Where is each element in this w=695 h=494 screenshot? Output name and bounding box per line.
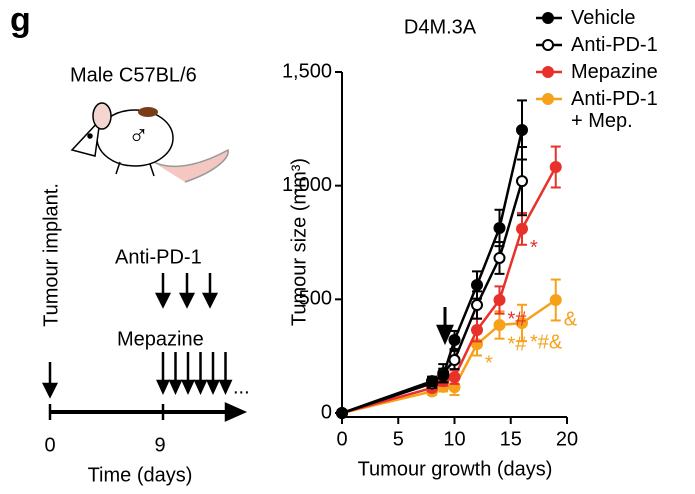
legend-marker (542, 93, 554, 105)
point (471, 279, 483, 292)
arrow-head (206, 379, 220, 396)
x-tick-label: 10 (443, 428, 465, 450)
point (516, 123, 528, 136)
time-axis-label: Time (days) (88, 464, 193, 486)
continuation: ... (233, 376, 250, 398)
point (426, 375, 438, 388)
time-tick-label: 9 (154, 434, 165, 456)
significance-mark: & (564, 308, 578, 330)
drug1-label: Anti-PD-1 (115, 246, 202, 268)
point (549, 294, 562, 307)
point (493, 221, 506, 234)
y-tick-label: 500 (299, 288, 332, 310)
point (516, 175, 528, 188)
y-tick-label: 1,000 (282, 174, 332, 196)
male-symbol: ♂ (128, 118, 149, 149)
arrow-head (168, 379, 183, 396)
y-tick-label: 0 (321, 401, 332, 423)
significance-mark: *# (508, 333, 528, 355)
point (437, 369, 450, 382)
point (516, 316, 528, 329)
significance-mark: * (530, 237, 538, 259)
point (493, 294, 506, 307)
point (471, 299, 483, 312)
y-tick-label: 1,500 (282, 60, 332, 82)
schematic-arrows (41, 273, 454, 422)
arrow-head (218, 379, 233, 396)
legend-label: Anti-PD-1 + Mep. (571, 88, 658, 132)
legend-label: Vehicle (571, 7, 636, 29)
significance-mark: * (485, 352, 493, 374)
significance-mark: *#& (530, 331, 563, 353)
legend-marker (542, 12, 554, 24)
point (516, 222, 528, 235)
legend-label: Mepazine (571, 61, 658, 83)
x-axis-label: Tumour growth (days) (358, 458, 553, 480)
mouse-drawing (70, 102, 229, 183)
implant-label: Tumour implant. (40, 183, 62, 327)
strain-label: Male C57BL/6 (70, 64, 197, 86)
y-axis-label: Tumour size (mm³) (288, 158, 310, 326)
point (493, 251, 506, 264)
legend-marker (542, 39, 554, 51)
point (549, 161, 562, 174)
x-tick-label: 5 (393, 428, 404, 450)
legend-label: Anti-PD-1 (571, 34, 658, 56)
x-tick-label: 0 (336, 428, 347, 450)
arrow-head (181, 379, 195, 396)
point (448, 371, 461, 384)
x-tick-label: 20 (556, 428, 578, 450)
point (448, 354, 461, 367)
series-line (341, 129, 524, 415)
significance-mark: *# (508, 308, 528, 330)
point (448, 334, 461, 347)
point (471, 324, 483, 337)
point (493, 319, 506, 332)
time-tick-label: 0 (44, 434, 55, 456)
point (336, 407, 348, 419)
arrow-head (193, 379, 208, 396)
panel-label: g (10, 1, 31, 39)
chart-title: D4M.3A (404, 16, 477, 38)
legend-marker (542, 66, 554, 78)
x-tick-label: 15 (500, 428, 522, 450)
drug2-label: Mepazine (117, 328, 204, 350)
arrow-head (156, 379, 170, 396)
